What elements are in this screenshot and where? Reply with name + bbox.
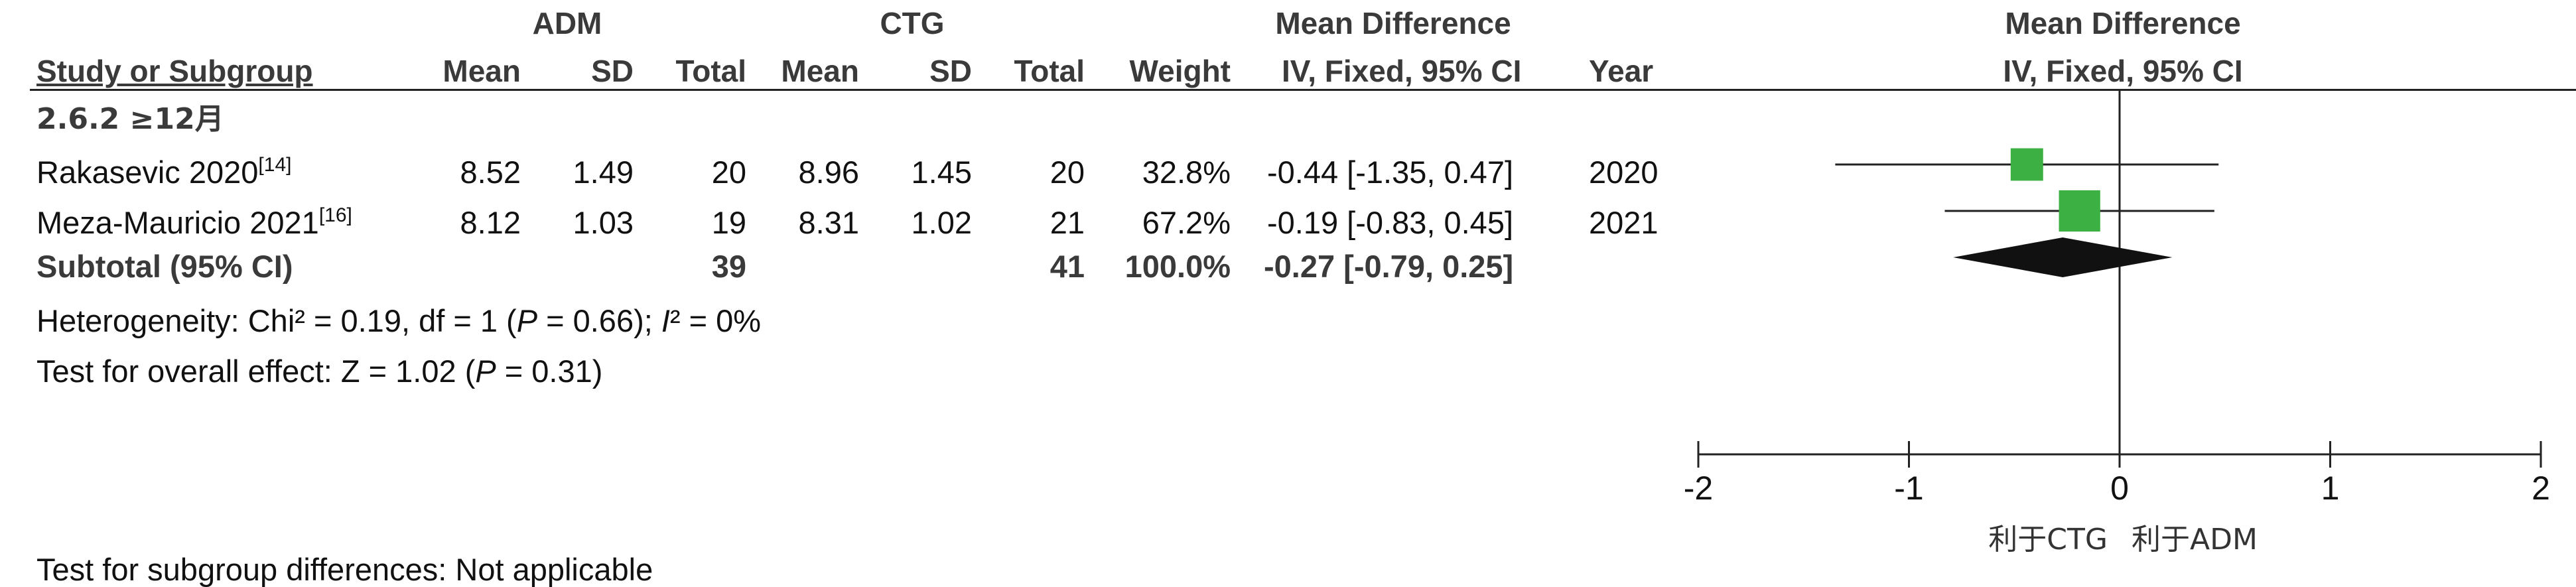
x-tick-label: -1: [1894, 470, 1923, 507]
group-label-ctg: CTG: [880, 6, 945, 40]
subtotal-label: Subtotal (95% CI): [36, 249, 293, 284]
favours-left-label: 利于CTG: [1988, 523, 2108, 556]
overall-effect-text: Test for overall effect: Z = 1.02 (P = 0…: [36, 356, 602, 387]
study-total-ctg: 21: [1050, 205, 1085, 240]
study-total-ctg: 20: [1050, 155, 1085, 190]
study-year: 2020: [1589, 155, 1659, 190]
study-name: Meza-Mauricio 2021[16]: [36, 204, 352, 240]
study-weight: 32.8%: [1142, 155, 1231, 190]
subtotal-ci: -0.27 [-0.79, 0.25]: [1264, 249, 1514, 284]
group-label-adm: ADM: [532, 6, 602, 40]
subtotal-weight: 100.0%: [1124, 249, 1231, 284]
heterogeneity-prefix: Heterogeneity: Chi² = 0.19, df = 1 (: [36, 303, 517, 338]
plot-col-ci: IV, Fixed, 95% CI: [2003, 54, 2243, 88]
overall-prefix: Test for overall effect: Z = 1.02 (: [36, 354, 476, 389]
overall-p: P: [475, 354, 496, 389]
study-ref: [14]: [258, 154, 292, 176]
col-study: Study or Subgroup: [36, 54, 313, 88]
study-ref: [16]: [318, 204, 352, 226]
study-name-text: Rakasevic 2020: [36, 155, 259, 190]
heterogeneity-i: I: [661, 303, 670, 338]
plot-header-title: Mean Difference: [2005, 6, 2241, 40]
favours-right-label: 利于ADM: [2132, 523, 2258, 556]
subtotal-total-ctg: 41: [1050, 249, 1085, 284]
study-mean-ctg: 8.96: [798, 155, 859, 190]
study-name: Rakasevic 2020[14]: [36, 154, 292, 190]
subgroup-differences-text: Test for subgroup differences: Not appli…: [36, 552, 653, 587]
study-mean-adm: 8.12: [460, 205, 521, 240]
x-tick-label: 0: [2110, 470, 2129, 507]
heterogeneity-mid: = 0.66);: [537, 303, 661, 338]
col-sd-adm: SD: [591, 54, 634, 88]
x-tick-label: -2: [1684, 470, 1713, 507]
study-year: 2021: [1589, 205, 1659, 240]
study-total-adm: 20: [711, 155, 746, 190]
study-ci: -0.44 [-1.35, 0.47]: [1267, 155, 1514, 190]
study-sd-ctg: 1.45: [911, 155, 972, 190]
x-tick-label: 1: [2321, 470, 2340, 507]
overall-suffix: = 0.31): [496, 354, 603, 389]
col-sd-ctg: SD: [929, 54, 972, 88]
study-mean-ctg: 8.31: [798, 205, 859, 240]
col-mean-adm: Mean: [442, 54, 521, 88]
subgroup-label: 2.6.2 ≥12月: [36, 102, 224, 136]
study-total-adm: 19: [711, 205, 746, 240]
study-sd-ctg: 1.02: [911, 205, 972, 240]
col-total-ctg: Total: [1014, 54, 1085, 88]
heterogeneity-p: P: [516, 303, 538, 338]
header-rule: [30, 89, 2576, 91]
heterogeneity-text: Heterogeneity: Chi² = 0.19, df = 1 (P = …: [36, 305, 761, 336]
study-marker: [2059, 190, 2100, 232]
effect-header-title: Mean Difference: [1275, 6, 1511, 40]
col-weight: Weight: [1129, 54, 1231, 88]
study-name-text: Meza-Mauricio 2021: [36, 205, 319, 240]
study-sd-adm: 1.03: [573, 205, 634, 240]
subtotal-total-adm: 39: [711, 249, 746, 284]
study-sd-adm: 1.49: [573, 155, 634, 190]
col-year: Year: [1589, 54, 1654, 88]
study-marker: [2010, 148, 2043, 181]
heterogeneity-suffix: ² = 0%: [669, 303, 762, 338]
study-mean-adm: 8.52: [460, 155, 521, 190]
study-weight: 67.2%: [1142, 205, 1231, 240]
col-ci: IV, Fixed, 95% CI: [1282, 54, 1522, 88]
col-total-adm: Total: [675, 54, 746, 88]
col-mean-ctg: Mean: [781, 54, 859, 88]
study-ci: -0.19 [-0.83, 0.45]: [1267, 205, 1514, 240]
x-tick-label: 2: [2532, 470, 2550, 507]
pooled-diamond: [1953, 237, 2173, 277]
